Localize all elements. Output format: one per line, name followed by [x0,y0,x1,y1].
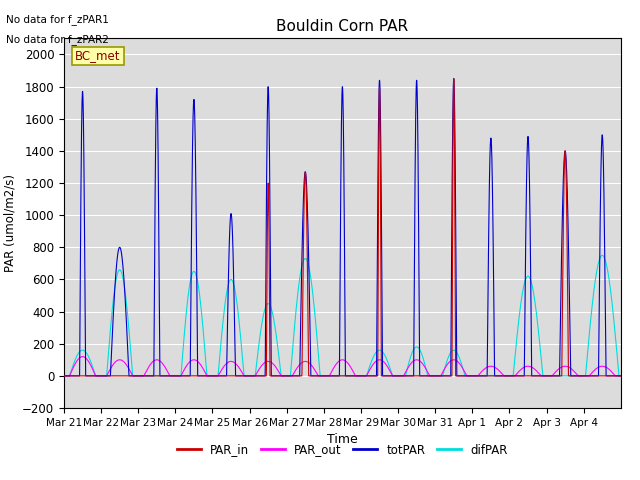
Legend: PAR_in, PAR_out, totPAR, difPAR: PAR_in, PAR_out, totPAR, difPAR [172,439,513,461]
X-axis label: Time: Time [327,433,358,446]
Title: Bouldin Corn PAR: Bouldin Corn PAR [276,20,408,35]
Text: No data for f_zPAR2: No data for f_zPAR2 [6,34,109,45]
Y-axis label: PAR (umol/m2/s): PAR (umol/m2/s) [4,174,17,272]
Text: No data for f_zPAR1: No data for f_zPAR1 [6,14,109,25]
Text: BC_met: BC_met [75,49,120,62]
